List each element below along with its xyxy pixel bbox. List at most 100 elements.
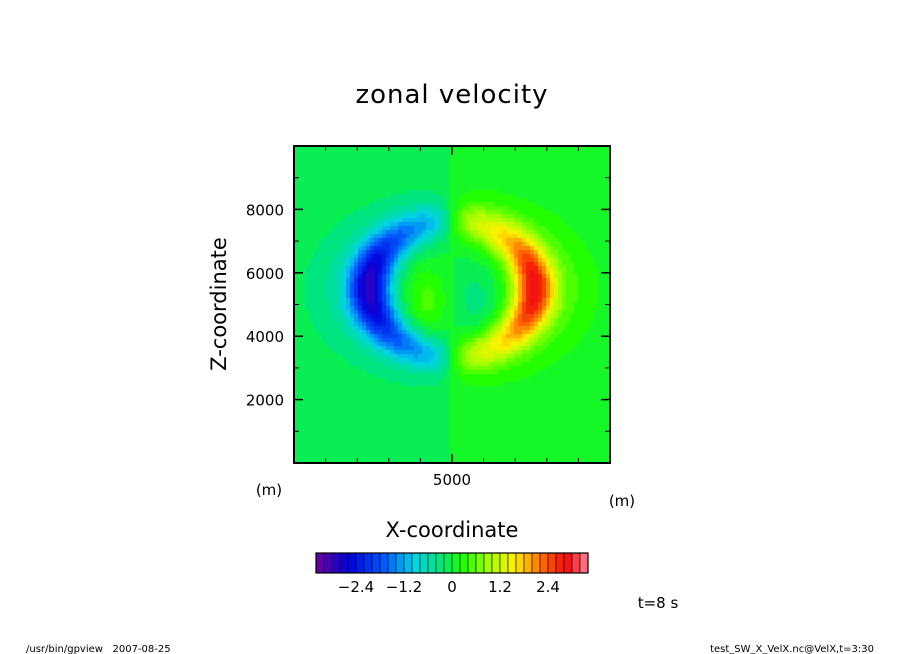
heatmap-cell xyxy=(390,158,395,163)
heatmap-cell xyxy=(302,178,307,183)
heatmap-cell xyxy=(550,358,555,363)
heatmap-cell xyxy=(494,278,499,283)
heatmap-cell xyxy=(294,166,299,171)
heatmap-cell xyxy=(542,318,547,323)
heatmap-cell xyxy=(342,306,347,311)
heatmap-cell xyxy=(582,314,587,319)
heatmap-cell xyxy=(578,198,583,203)
heatmap-cell xyxy=(478,330,483,335)
heatmap-cell xyxy=(542,350,547,355)
heatmap-cell xyxy=(422,222,427,227)
heatmap-cell xyxy=(534,314,539,319)
heatmap-cell xyxy=(510,226,515,231)
heatmap-cell xyxy=(562,366,567,371)
heatmap-cell xyxy=(466,266,471,271)
heatmap-cell xyxy=(470,314,475,319)
heatmap-cell xyxy=(566,278,571,283)
heatmap-cell xyxy=(538,190,543,195)
heatmap-cell xyxy=(382,206,387,211)
heatmap-cell xyxy=(390,162,395,167)
heatmap-cell xyxy=(378,146,383,151)
heatmap-cell xyxy=(486,322,491,327)
heatmap-cell xyxy=(562,234,567,239)
heatmap-cell xyxy=(366,166,371,171)
heatmap-cell xyxy=(534,242,539,247)
heatmap-cell xyxy=(490,146,495,151)
heatmap-cell xyxy=(442,150,447,155)
heatmap-cell xyxy=(470,218,475,223)
heatmap-cell xyxy=(354,194,359,199)
heatmap-cell xyxy=(562,294,567,299)
heatmap-cell xyxy=(530,346,535,351)
heatmap-cell xyxy=(342,370,347,375)
heatmap-cell xyxy=(362,262,367,267)
heatmap-cell xyxy=(382,266,387,271)
heatmap-cell xyxy=(446,266,451,271)
heatmap-cell xyxy=(570,206,575,211)
heatmap-cell xyxy=(474,302,479,307)
heatmap-cell xyxy=(434,306,439,311)
heatmap-cell xyxy=(406,354,411,359)
heatmap-cell xyxy=(454,298,459,303)
heatmap-cell xyxy=(534,158,539,163)
heatmap-cell xyxy=(422,366,427,371)
heatmap-cell xyxy=(454,362,459,367)
heatmap-cell xyxy=(606,202,610,207)
heatmap-cell xyxy=(314,230,319,235)
heatmap-cell xyxy=(494,378,499,383)
heatmap-cell xyxy=(478,170,483,175)
heatmap-cell xyxy=(314,362,319,367)
heatmap-cell xyxy=(574,302,579,307)
heatmap-cell xyxy=(538,346,543,351)
heatmap-cell xyxy=(546,258,551,263)
heatmap-cell xyxy=(550,154,555,159)
heatmap-cell xyxy=(394,198,399,203)
heatmap-cell xyxy=(338,266,343,271)
heatmap-cell xyxy=(354,282,359,287)
heatmap-cell xyxy=(554,282,559,287)
heatmap-cell xyxy=(386,250,391,255)
heatmap-cell xyxy=(346,262,351,267)
heatmap-cell xyxy=(390,146,395,151)
heatmap-cell xyxy=(402,366,407,371)
heatmap-cell xyxy=(298,350,303,355)
heatmap-cell xyxy=(354,358,359,363)
heatmap-cell xyxy=(554,186,559,191)
heatmap-cell xyxy=(466,342,471,347)
heatmap-cell xyxy=(482,346,487,351)
heatmap-cell xyxy=(438,302,443,307)
heatmap-cell xyxy=(418,278,423,283)
heatmap-cell xyxy=(318,386,323,391)
heatmap-cell xyxy=(326,218,331,223)
heatmap-cell xyxy=(490,318,495,323)
heatmap-cell xyxy=(338,282,343,287)
heatmap-cell xyxy=(378,374,383,379)
heatmap-cell xyxy=(302,282,307,287)
heatmap-cell xyxy=(350,238,355,243)
heatmap-cell xyxy=(366,322,371,327)
heatmap-cell xyxy=(430,334,435,339)
heatmap-cell xyxy=(530,326,535,331)
heatmap-cell xyxy=(606,242,610,247)
heatmap-cell xyxy=(562,374,567,379)
heatmap-cell xyxy=(538,270,543,275)
heatmap-cell xyxy=(570,266,575,271)
heatmap-cell xyxy=(358,298,363,303)
heatmap-cell xyxy=(402,314,407,319)
heatmap-cell xyxy=(398,298,403,303)
heatmap-cell xyxy=(330,274,335,279)
heatmap-cell xyxy=(514,222,519,227)
heatmap-cell xyxy=(382,374,387,379)
heatmap-cell xyxy=(518,370,523,375)
heatmap-cell xyxy=(434,382,439,387)
heatmap-cell xyxy=(414,370,419,375)
heatmap-cell xyxy=(506,218,511,223)
heatmap-cell xyxy=(574,186,579,191)
heatmap-cell xyxy=(366,238,371,243)
heatmap-cell xyxy=(342,362,347,367)
heatmap-cell xyxy=(318,374,323,379)
heatmap-cell xyxy=(418,246,423,251)
heatmap-cell xyxy=(374,286,379,291)
heatmap-cell xyxy=(382,274,387,279)
heatmap-cell xyxy=(474,258,479,263)
